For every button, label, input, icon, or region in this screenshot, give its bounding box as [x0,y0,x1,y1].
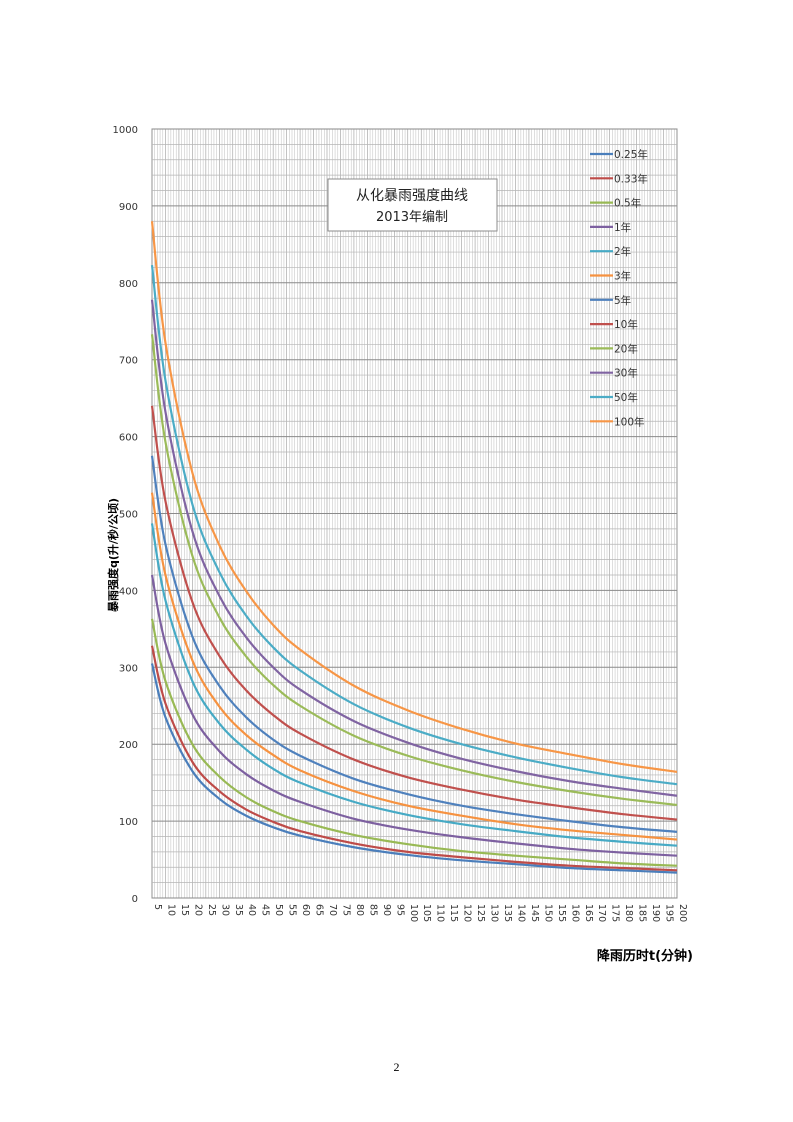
x-tick-label: 10 [165,904,176,916]
y-tick-label: 900 [119,202,138,213]
x-tick-label: 145 [529,904,540,922]
y-tick-label: 500 [119,510,138,521]
x-tick-label: 40 [246,904,257,916]
page-number: 2 [393,1060,400,1074]
x-tick-label: 50 [273,904,284,916]
x-tick-label: 195 [664,904,675,922]
y-tick-label: 300 [119,663,138,674]
x-tick-label: 25 [206,904,217,916]
legend: 0.25年 0.33年 0.5年 1年 2年 3年 5年 10年 20年 30年 50年 100年 [590,148,648,428]
y-tick-label: 600 [119,433,138,444]
y-axis-label: 暴雨强度q(升/秒/公顷) [106,498,120,613]
x-tick-label: 35 [233,904,244,916]
x-tick-label: 5 [152,904,163,910]
x-tick-label: 65 [314,904,325,916]
x-tick-label: 200 [677,904,688,922]
x-tick-label: 150 [542,904,553,922]
y-tick-label: 700 [119,356,138,367]
x-tick-label: 165 [583,904,594,922]
x-tick-label: 20 [192,904,203,916]
grid [151,128,678,899]
legend-label: 1年 [614,221,631,234]
x-tick-label: 135 [502,904,513,922]
x-tick-label: 185 [637,904,648,922]
series-line [150,264,678,786]
x-tick-label: 90 [381,904,392,916]
series-lines [150,221,678,874]
chart-title: 从化暴雨强度曲线 [356,188,468,204]
x-tick-label: 30 [219,904,230,916]
legend-label: 0.5年 [614,197,641,210]
legend-label: 5年 [614,294,631,307]
x-tick-label: 95 [394,904,405,916]
y-axis-ticks: 0 100 200 300 400 500 600 700 800 900 1000 [113,125,138,905]
x-tick-label: 110 [435,904,446,922]
x-tick-label: 80 [354,904,365,916]
x-tick-label: 45 [260,904,271,916]
legend-label: 20年 [614,342,638,355]
x-tick-label: 120 [462,904,473,922]
x-tick-label: 140 [515,904,526,922]
x-tick-label: 70 [327,904,338,916]
y-tick-label: 800 [119,279,138,290]
x-tick-label: 125 [475,904,486,922]
series-line [150,663,678,874]
y-tick-label: 1000 [113,125,138,136]
x-tick-label: 160 [569,904,580,922]
y-tick-label: 0 [132,894,138,905]
x-tick-label: 85 [367,904,378,916]
x-tick-label: 180 [623,904,634,922]
series-line [150,492,678,841]
x-tick-label: 55 [287,904,298,916]
y-tick-label: 100 [119,817,138,828]
legend-label: 3年 [614,270,631,283]
x-tick-label: 175 [610,904,621,922]
x-tick-label: 155 [556,904,567,922]
series-line [150,334,678,807]
y-tick-label: 400 [119,586,138,597]
y-tick-label: 200 [119,740,138,751]
x-tick-label: 170 [596,904,607,922]
x-axis-label: 降雨历时t(分钟) [597,948,693,964]
x-tick-label: 100 [408,904,419,922]
x-tick-label: 190 [650,904,661,922]
legend-label: 30年 [614,367,638,380]
chart-subtitle: 2013年编制 [376,210,448,225]
x-tick-label: 130 [489,904,500,922]
series-line [150,618,678,867]
x-tick-label: 60 [300,904,311,916]
series-line [150,299,678,797]
series-line [150,574,678,857]
legend-label: 50年 [614,391,638,404]
series-line [150,455,678,833]
series-line [150,645,678,872]
series-line [150,523,678,847]
series-line [150,221,678,773]
chart-title-box: 从化暴雨强度曲线 2013年编制 [327,178,498,232]
legend-label: 100年 [614,415,645,428]
legend-label: 0.33年 [614,172,648,185]
legend-label: 0.25年 [614,148,648,161]
x-tick-label: 75 [340,904,351,916]
series-line [150,405,678,821]
legend-label: 2年 [614,245,631,258]
x-axis-ticks: 5 10 15 20 25 30 35 40 45 50 55 60 65 70 75 80 85 90 95 100… [152,904,688,922]
x-tick-label: 15 [179,904,190,916]
legend-label: 10年 [614,318,638,331]
x-tick-label: 115 [448,904,459,922]
x-tick-label: 105 [421,904,432,922]
